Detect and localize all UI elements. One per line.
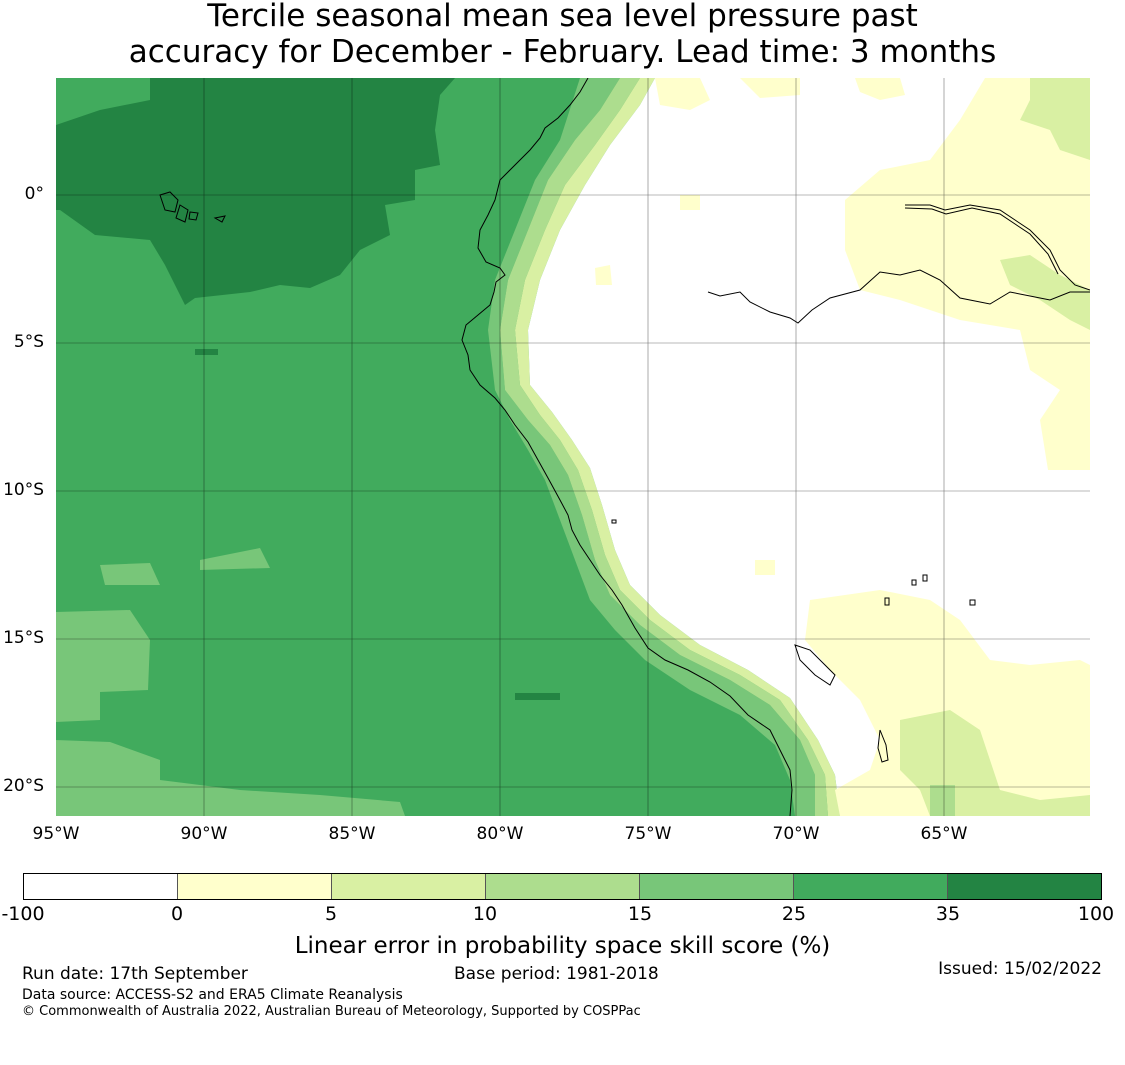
colorbar-label: Linear error in probability space skill … [294, 933, 831, 959]
coastal-band-15-25 [488, 78, 815, 816]
region-patch2-15-25 [200, 548, 270, 570]
region-small-0-5 [755, 560, 775, 575]
colorbar-tick: 15 [627, 903, 653, 925]
colorbar-tick: 25 [781, 903, 807, 925]
skill-score-map [56, 78, 1090, 816]
small-lake-3 [884, 597, 890, 606]
colorbar-tick: 100 [1077, 903, 1115, 925]
graticule [56, 78, 1090, 816]
colorbar-tick: 10 [472, 903, 498, 925]
region-small2-0-5 [595, 265, 612, 285]
lon-label-90w: 90°W [180, 824, 228, 844]
run-date: Run date: 17th September [22, 964, 248, 984]
small-lake-4 [969, 599, 976, 606]
island-galapagos-2 [175, 204, 189, 223]
lat-label-10s: 10°S [3, 480, 44, 500]
lake-poopo [877, 729, 889, 763]
lat-label-5s: 5°S [13, 332, 44, 352]
copyright: © Commonwealth of Australia 2022, Austra… [22, 1004, 641, 1019]
lon-label-65w: 65°W [920, 824, 968, 844]
region-lighter-band-north [56, 78, 150, 125]
lon-label-70w: 70°W [772, 824, 820, 844]
colorbar-tick: 5 [324, 903, 338, 925]
colorbar [23, 873, 1102, 900]
region-patch-35-100 [515, 693, 560, 700]
region-sw-10-15 [930, 785, 955, 816]
region-small3-0-5 [680, 195, 700, 210]
region-sw-15-25 [56, 610, 150, 722]
south-america-coastline [461, 78, 793, 816]
colorbar-segment [178, 874, 332, 899]
colorbar-tick: 35 [935, 903, 961, 925]
colorbar-segment [794, 874, 948, 899]
river-amazon-main [707, 269, 1090, 324]
island-galapagos-3 [188, 211, 199, 221]
base-period: Base period: 1981-2018 [454, 964, 659, 984]
river-amazon-north2 [904, 207, 1059, 275]
lon-label-75w: 75°W [624, 824, 672, 844]
region-south-15-25 [56, 740, 405, 816]
issued-date: Issued: 15/02/2022 [938, 959, 1102, 979]
chart-title-line1: Tercile seasonal mean sea level pressure… [207, 0, 918, 34]
island-galapagos-1 [159, 191, 179, 213]
region-ne2-5-10 [1000, 255, 1090, 330]
small-lake-5 [611, 519, 617, 524]
river-amazon-north [905, 204, 1090, 291]
island-galapagos-4 [213, 215, 226, 223]
coastlines [159, 78, 1090, 816]
colorbar-segment [332, 874, 486, 899]
region-north-35-100 [56, 78, 455, 305]
lat-label-0: 0° [24, 184, 44, 204]
region-patch3-35-100 [195, 349, 218, 355]
colorbar-tick: 0 [170, 903, 184, 925]
lat-label-15s: 15°S [3, 628, 44, 648]
region-patch-15-25 [100, 563, 160, 585]
region-ne-0-5 [845, 78, 1090, 470]
lon-label-95w: 95°W [32, 824, 80, 844]
small-lake-2 [922, 574, 928, 582]
lon-label-80w: 80°W [476, 824, 524, 844]
region-ne-5-10 [1020, 78, 1090, 160]
region-top2-0-5 [740, 78, 800, 98]
small-lake-1 [911, 579, 917, 586]
colorbar-segment [24, 874, 178, 899]
region-sw-0-5 [805, 590, 1090, 816]
colorbar-segment [948, 874, 1101, 899]
colorbar-segment [640, 874, 794, 899]
region-top3-0-5 [855, 78, 905, 100]
region-top-0-5 [655, 78, 710, 110]
colorbar-tick: -100 [1, 903, 45, 925]
lake-titicaca [794, 644, 836, 686]
data-source: Data source: ACCESS-S2 and ERA5 Climate … [22, 987, 403, 1003]
lon-label-85w: 85°W [328, 824, 376, 844]
chart-title-line2: accuracy for December - February. Lead t… [128, 34, 997, 70]
lat-label-20s: 20°S [3, 776, 44, 796]
colorbar-segment [486, 874, 640, 899]
